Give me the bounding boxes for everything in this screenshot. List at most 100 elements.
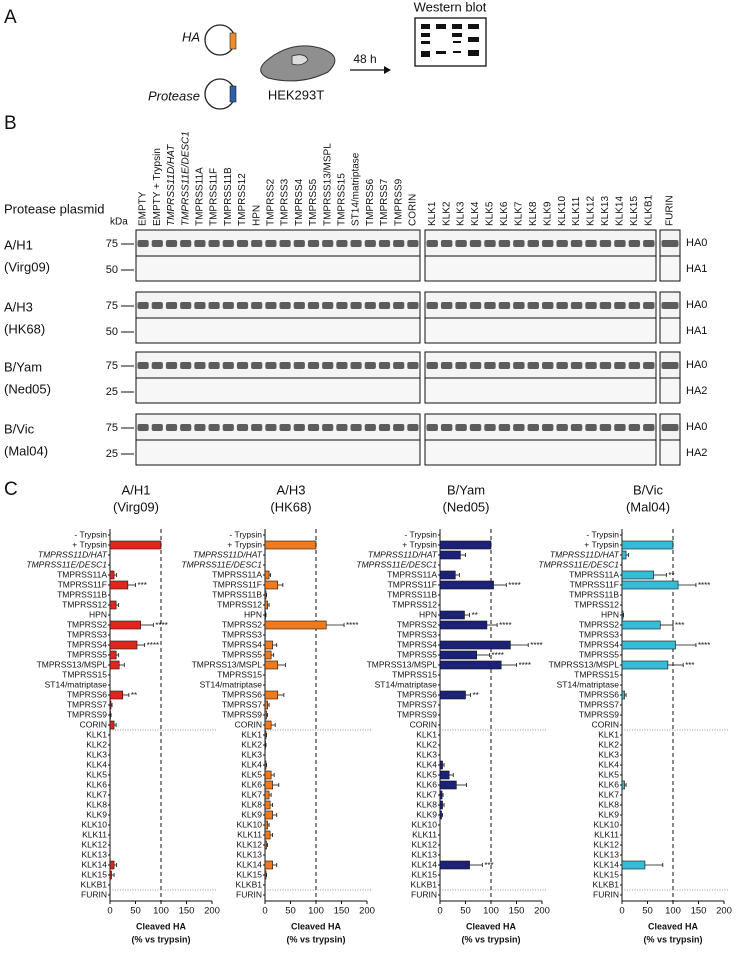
y-tick-label: TMPRSS2	[67, 619, 107, 629]
y-tick-label: KLK12	[593, 839, 619, 849]
significance-label: **	[131, 691, 137, 700]
blot-band	[322, 240, 334, 247]
blot-lower	[659, 255, 681, 282]
y-tick-label: TMPRSS12	[574, 599, 619, 609]
y-tick-label: ST14/matriptase	[557, 679, 620, 689]
bar	[621, 620, 661, 630]
y-tick-label: KLK13	[593, 849, 619, 859]
blot-band	[322, 362, 334, 369]
y-tick-label: TMPRSS11D/HAT	[38, 549, 108, 559]
bar	[109, 620, 141, 630]
significance-label: ***	[484, 861, 493, 870]
blot-band	[165, 240, 178, 247]
y-tick-label: TMPRSS13/MSPL	[549, 659, 620, 669]
bar	[439, 580, 494, 590]
blot-band	[527, 302, 539, 309]
lane-label: KLK14	[615, 196, 626, 226]
blot-band	[180, 424, 192, 431]
y-tick-label: KLK10	[411, 819, 437, 829]
blot-band	[469, 424, 482, 431]
blot-band	[265, 240, 277, 247]
bar	[621, 860, 646, 870]
significance-label: ****	[698, 641, 710, 650]
panel-label: A	[4, 7, 17, 28]
lane-label: TMPRSS15	[337, 173, 348, 226]
y-tick-label: TMPRSS7	[222, 699, 262, 709]
bar	[264, 700, 268, 710]
y-tick-label: KLK15	[411, 869, 437, 879]
blot-band	[279, 240, 291, 247]
x-tick-label: 150	[509, 906, 525, 917]
y-tick-label: FURIN	[236, 889, 262, 899]
blot-band	[643, 302, 655, 309]
blot-band	[236, 240, 249, 247]
protease-insert	[229, 85, 237, 103]
row-label: B/Vic	[4, 421, 35, 436]
lane-label: KLKB1	[643, 194, 654, 226]
bar	[439, 760, 443, 770]
blot-lower	[659, 439, 681, 466]
y-tick-label: KLK10	[236, 819, 262, 829]
bar	[109, 650, 117, 660]
y-tick-label: TMPRSS6	[67, 689, 107, 699]
x-tick-label: 0	[107, 906, 112, 917]
y-tick-label: KLK5	[86, 769, 107, 779]
bar	[264, 650, 272, 660]
blot-band	[165, 302, 178, 309]
blot-band	[194, 302, 206, 309]
y-tick-label: KLK12	[411, 839, 437, 849]
y-tick-label: TMPRSS9	[67, 709, 107, 719]
y-tick-label: KLK2	[86, 739, 107, 749]
significance-label: ****	[508, 581, 520, 590]
x-axis-label: Cleaved HA	[291, 921, 342, 931]
y-tick-label: TMPRSS3	[67, 629, 107, 639]
lane-label: KLK10	[557, 196, 568, 226]
y-tick-label: KLK6	[241, 779, 262, 789]
unit-label: kDa	[110, 217, 128, 228]
blot-band	[322, 302, 334, 309]
blot-band	[165, 362, 178, 369]
significance-label: ****	[499, 621, 511, 630]
significance-label: ****	[346, 621, 358, 630]
lane-label: KLK2	[441, 201, 452, 226]
y-tick-label: KLK4	[598, 759, 619, 769]
chart-title: (HK68)	[270, 499, 311, 514]
bar	[264, 820, 268, 830]
blot-band	[350, 240, 362, 247]
y-tick-label: KLK4	[241, 759, 262, 769]
y-tick-label: + Trypsin	[227, 539, 262, 549]
bar	[264, 620, 327, 630]
y-tick-label: KLK2	[241, 739, 262, 749]
blot-band	[165, 424, 178, 431]
bar	[109, 640, 138, 650]
blot-band	[407, 240, 419, 247]
y-tick-label: KLK12	[236, 839, 262, 849]
blot-band	[643, 240, 655, 247]
y-tick-label: TMPRSS11E/DESC1	[538, 559, 619, 569]
marker-label: 25	[106, 386, 118, 398]
bar	[264, 540, 317, 550]
bar	[439, 810, 442, 820]
x-axis-label: (% vs trypsin)	[643, 934, 702, 944]
blot-band	[513, 424, 525, 431]
blot-band	[585, 424, 597, 431]
y-tick-label: KLK3	[598, 749, 619, 759]
y-tick-label: KLK7	[241, 789, 262, 799]
y-tick-label: KLK4	[416, 759, 437, 769]
y-tick-label: KLK5	[241, 769, 262, 779]
blot-icon-bands	[421, 24, 479, 57]
y-tick-label: - Trypsin	[586, 529, 619, 539]
significance-label: ***	[138, 581, 147, 590]
blot-band	[570, 240, 583, 247]
blot-band	[236, 302, 249, 309]
y-tick-label: CORIN	[592, 719, 619, 729]
time-label: 48 h	[353, 52, 376, 66]
significance-label: ****	[147, 641, 159, 650]
blot-band	[137, 302, 149, 309]
blot-band	[378, 424, 391, 431]
blot-band	[222, 424, 234, 431]
blot-band	[208, 424, 220, 431]
bar	[621, 570, 654, 580]
blot-band	[279, 302, 291, 309]
protease-label: Protease	[148, 88, 200, 103]
